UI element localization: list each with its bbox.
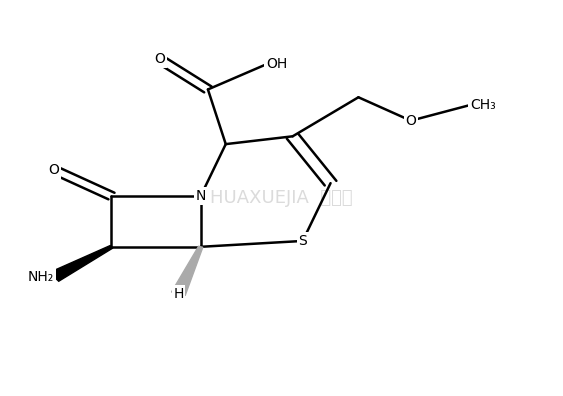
Polygon shape bbox=[50, 246, 113, 281]
Text: HUAXUEJIA  化学加: HUAXUEJIA 化学加 bbox=[210, 189, 353, 207]
Text: NH₂: NH₂ bbox=[28, 270, 54, 284]
Polygon shape bbox=[172, 246, 203, 295]
Text: O: O bbox=[154, 52, 166, 67]
Text: S: S bbox=[298, 234, 307, 248]
Text: CH₃: CH₃ bbox=[470, 98, 495, 112]
Text: O: O bbox=[405, 114, 416, 128]
Text: O: O bbox=[48, 163, 60, 177]
Text: OH: OH bbox=[266, 57, 287, 71]
Text: N: N bbox=[195, 189, 206, 203]
Text: H: H bbox=[173, 287, 184, 301]
